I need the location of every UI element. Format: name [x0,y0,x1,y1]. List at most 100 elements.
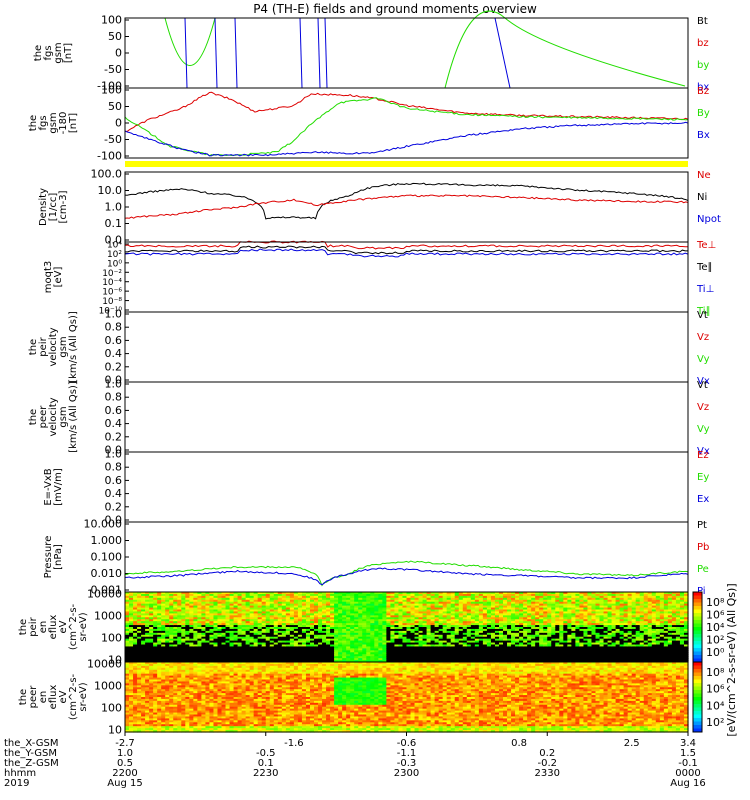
heat-cell [579,636,585,640]
heat-cell [567,619,572,622]
heat-cell [458,623,464,626]
heat-cell [301,648,307,651]
heat-cell [289,628,295,632]
heat-cell [237,621,243,624]
heat-cell [406,609,412,613]
heat-cell [418,625,424,628]
heat-cell [611,656,617,659]
heat-cell [515,607,520,611]
heat-cell [233,613,239,616]
heat-cell [531,611,536,614]
heat-cell [350,632,355,636]
heat-cell [125,632,130,636]
heat-cell [450,619,456,622]
heat-cell [406,648,412,651]
heat-cell [273,628,279,632]
heat-cell [490,646,496,649]
heat-cell [173,636,178,640]
heat-cell [635,638,641,642]
heat-cell [370,656,375,659]
heat-cell [406,593,412,597]
heat-cell [651,638,657,642]
y-tick-label: 10.000 [84,518,123,531]
heat-cell [233,592,239,595]
heat-cell [297,593,303,597]
heat-cell [390,619,396,622]
heat-cell [503,652,508,655]
heat-cell [386,646,392,649]
heat-cell [233,597,239,601]
heat-cell [157,625,162,628]
heat-cell [438,607,444,611]
heat-cell [434,613,440,616]
heat-cell [378,592,383,595]
heat-cell [551,650,556,653]
heat-cell [253,642,259,646]
heat-cell [305,607,311,611]
heat-cell [161,650,166,653]
heat-cell [149,644,154,648]
heat-cell [277,595,283,599]
heat-cell [193,654,198,657]
heat-cell [458,601,464,605]
heat-cell [314,632,319,636]
heat-cell [438,619,444,622]
heat-cell [141,638,146,642]
heat-cell [245,603,251,607]
heat-cell [398,636,404,640]
heat-cell [623,636,629,640]
heat-cell [478,592,484,595]
heat-cell [314,652,319,655]
y-tick-label: 1.0 [105,308,123,321]
heat-cell [257,599,263,603]
y-tick-label: 10000 [87,588,122,601]
heat-cell [362,599,367,603]
heat-cell [314,592,319,595]
heat-cell [619,623,625,626]
heat-cell [643,603,649,607]
heat-cell [201,617,207,620]
heat-cell [185,601,190,605]
heat-cell [205,613,211,616]
heat-cell [402,628,408,632]
heat-cell [555,646,560,649]
y-tick-label: 0.0 [105,514,123,527]
heat-cell [129,654,134,657]
heat-cell [442,638,448,642]
heat-cell [189,603,194,607]
heat-cell [382,615,387,618]
heat-cell [153,634,158,638]
heat-cell [539,632,544,636]
heat-cell [458,615,464,618]
heat-cell [318,640,323,644]
heat-cell [370,638,375,642]
heat-cell [494,646,500,649]
heat-cell [297,634,303,638]
heat-cell [330,599,335,603]
heat-cell [209,636,215,640]
panel-5-frame [124,311,689,383]
heat-cell [334,632,339,636]
heat-cell [269,654,275,657]
heat-cell [362,613,367,616]
heat-cell [482,619,488,622]
heat-cell [241,621,247,624]
heat-cell [515,656,520,659]
heat-cell [314,658,319,661]
heat-cell [330,650,335,653]
heat-cell [398,625,404,628]
heat-cell [627,597,633,601]
heat-cell [482,660,488,663]
heat-cell [197,623,203,626]
heat-cell [233,660,239,663]
heat-cell [414,627,420,630]
heat-cell [462,623,468,626]
heat-cell [603,611,609,614]
heat-cell [426,650,432,653]
heat-cell [478,611,484,614]
heat-cell [354,625,359,628]
heat-cell [346,660,351,663]
heat-cell [334,646,339,649]
heat-cell [197,603,203,607]
heat-cell [438,630,444,634]
